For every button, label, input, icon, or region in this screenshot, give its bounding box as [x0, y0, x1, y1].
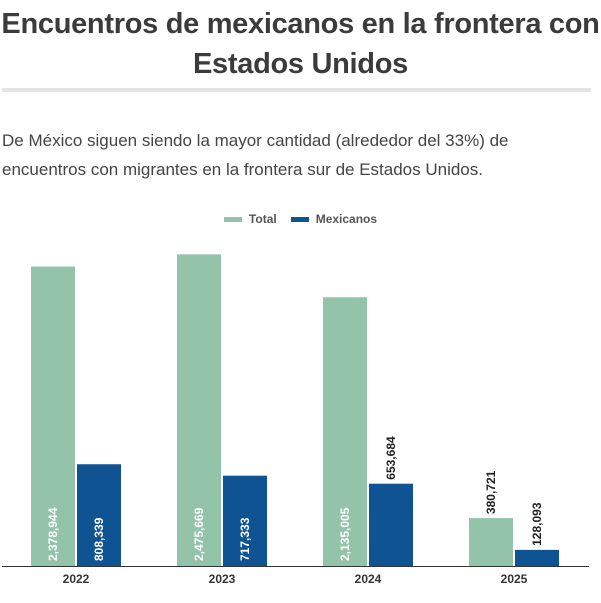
bar-mexicanos-2023[interactable] [223, 475, 267, 566]
x-tick-label-2022: 2022 [63, 572, 90, 586]
x-tick-label-2025: 2025 [501, 572, 528, 586]
data-label-total-2025: 380,721 [484, 470, 498, 514]
legend-swatch-total [223, 216, 242, 222]
data-label-total-2024: 2,135,005 [338, 507, 352, 561]
data-label-mexicanos-2022: 808,339 [92, 517, 106, 561]
legend-item-mexicanos[interactable]: Mexicanos [290, 212, 378, 226]
chart-subtitle: De México siguen siendo la mayor cantida… [2, 131, 509, 179]
chart-title: Encuentros de mexicanos en la frontera c… [1, 8, 600, 80]
x-tick-label-2023: 2023 [209, 572, 236, 586]
bar-mexicanos-2025[interactable] [515, 549, 559, 566]
legend: Total Mexicanos [0, 210, 601, 228]
legend-label-total: Total [248, 212, 277, 226]
title-divider [2, 88, 591, 92]
bar-mexicanos-2022[interactable] [77, 464, 121, 566]
bar-total-2025[interactable] [469, 518, 513, 566]
legend-swatch-mexicanos [290, 216, 309, 222]
bar-total-2023[interactable] [177, 254, 221, 566]
legend-item-total[interactable]: Total [223, 212, 277, 226]
data-label-mexicanos-2025: 128,093 [530, 502, 544, 546]
bar-total-2024[interactable] [323, 297, 367, 566]
bar-mexicanos-2024[interactable] [369, 483, 413, 566]
data-label-total-2023: 2,475,669 [192, 507, 206, 561]
data-label-total-2022: 2,378,944 [46, 507, 60, 561]
x-tick-label-2024: 2024 [355, 572, 382, 586]
legend-label-mexicanos: Mexicanos [315, 212, 378, 226]
data-label-mexicanos-2024: 653,684 [384, 436, 398, 480]
bar-total-2022[interactable] [31, 266, 75, 566]
data-label-mexicanos-2023: 717,333 [238, 517, 252, 561]
